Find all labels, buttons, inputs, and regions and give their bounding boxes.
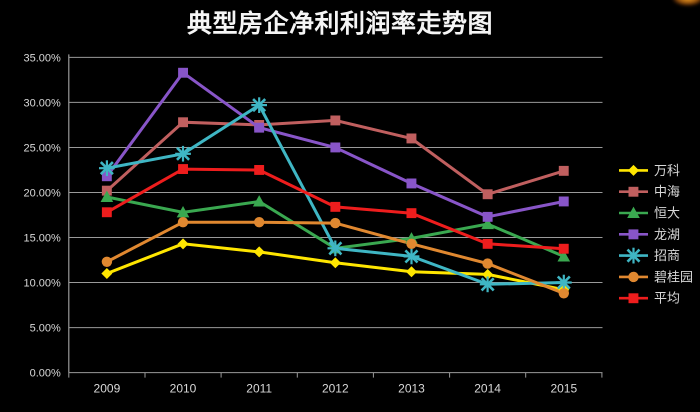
svg-text:2015: 2015 <box>550 382 577 396</box>
svg-text:恒大: 恒大 <box>654 206 680 221</box>
svg-text:2010: 2010 <box>170 382 197 396</box>
svg-text:35.00%: 35.00% <box>23 52 61 64</box>
svg-text:龙湖: 龙湖 <box>654 227 680 242</box>
svg-text:0.00%: 0.00% <box>30 368 61 380</box>
svg-text:碧桂园: 碧桂园 <box>654 269 693 284</box>
svg-text:10.00%: 10.00% <box>23 278 61 290</box>
svg-text:30.00%: 30.00% <box>23 97 61 109</box>
svg-text:中海: 中海 <box>654 184 680 199</box>
svg-text:平均: 平均 <box>654 291 680 306</box>
svg-text:2011: 2011 <box>246 382 272 396</box>
svg-text:招商: 招商 <box>654 248 680 263</box>
svg-text:2013: 2013 <box>398 382 425 396</box>
svg-text:2014: 2014 <box>474 382 501 396</box>
svg-text:5.00%: 5.00% <box>30 323 61 335</box>
svg-text:万科: 万科 <box>654 163 680 178</box>
svg-text:15.00%: 15.00% <box>23 233 61 245</box>
svg-text:20.00%: 20.00% <box>23 188 61 200</box>
svg-text:25.00%: 25.00% <box>23 143 61 155</box>
svg-text:2012: 2012 <box>322 382 349 396</box>
svg-text:2009: 2009 <box>94 382 121 396</box>
